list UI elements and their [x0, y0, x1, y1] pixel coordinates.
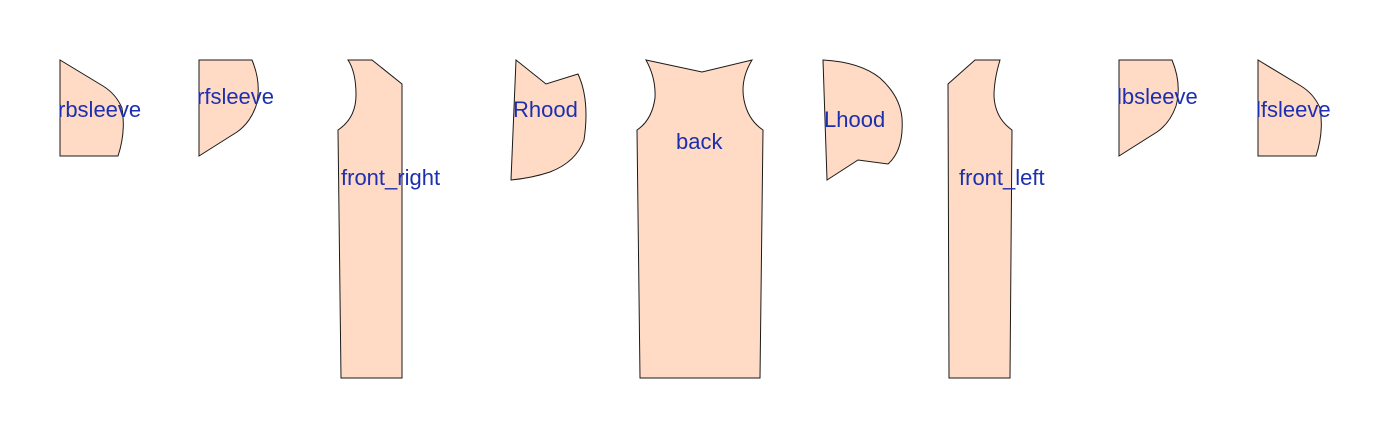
piece-lfsleeve[interactable]: lfsleeve: [1256, 59, 1331, 157]
piece-lhood-shape: [822, 59, 903, 181]
piece-lbsleeve-label: lbsleeve: [1117, 84, 1198, 109]
piece-back[interactable]: back: [636, 59, 764, 379]
piece-front-left-label: front_left: [959, 165, 1045, 190]
piece-lfsleeve-label: lfsleeve: [1256, 97, 1331, 122]
piece-front-left-shape: [947, 59, 1013, 379]
piece-rfsleeve-label: rfsleeve: [197, 84, 274, 109]
piece-rhood[interactable]: Rhood: [510, 58, 587, 181]
piece-lbsleeve-shape: [1118, 59, 1179, 157]
piece-rbsleeve[interactable]: rbsleeve: [58, 59, 141, 157]
piece-rfsleeve[interactable]: rfsleeve: [197, 59, 274, 157]
piece-back-shape: [636, 59, 764, 379]
piece-lhood[interactable]: Lhood: [822, 59, 903, 181]
piece-front-left[interactable]: front_left: [947, 59, 1045, 379]
piece-front-right-shape: [337, 59, 403, 379]
piece-lhood-label: Lhood: [824, 107, 885, 132]
piece-back-label: back: [676, 129, 723, 154]
piece-front-right-label: front_right: [341, 165, 440, 190]
piece-rhood-shape: [510, 58, 587, 181]
piece-rbsleeve-shape: [59, 59, 124, 157]
piece-rfsleeve-shape: [198, 59, 259, 157]
piece-rbsleeve-label: rbsleeve: [58, 97, 141, 122]
piece-lfsleeve-shape: [1257, 59, 1322, 157]
piece-rhood-label: Rhood: [513, 97, 578, 122]
piece-front-right[interactable]: front_right: [337, 59, 440, 379]
piece-lbsleeve[interactable]: lbsleeve: [1117, 59, 1198, 157]
